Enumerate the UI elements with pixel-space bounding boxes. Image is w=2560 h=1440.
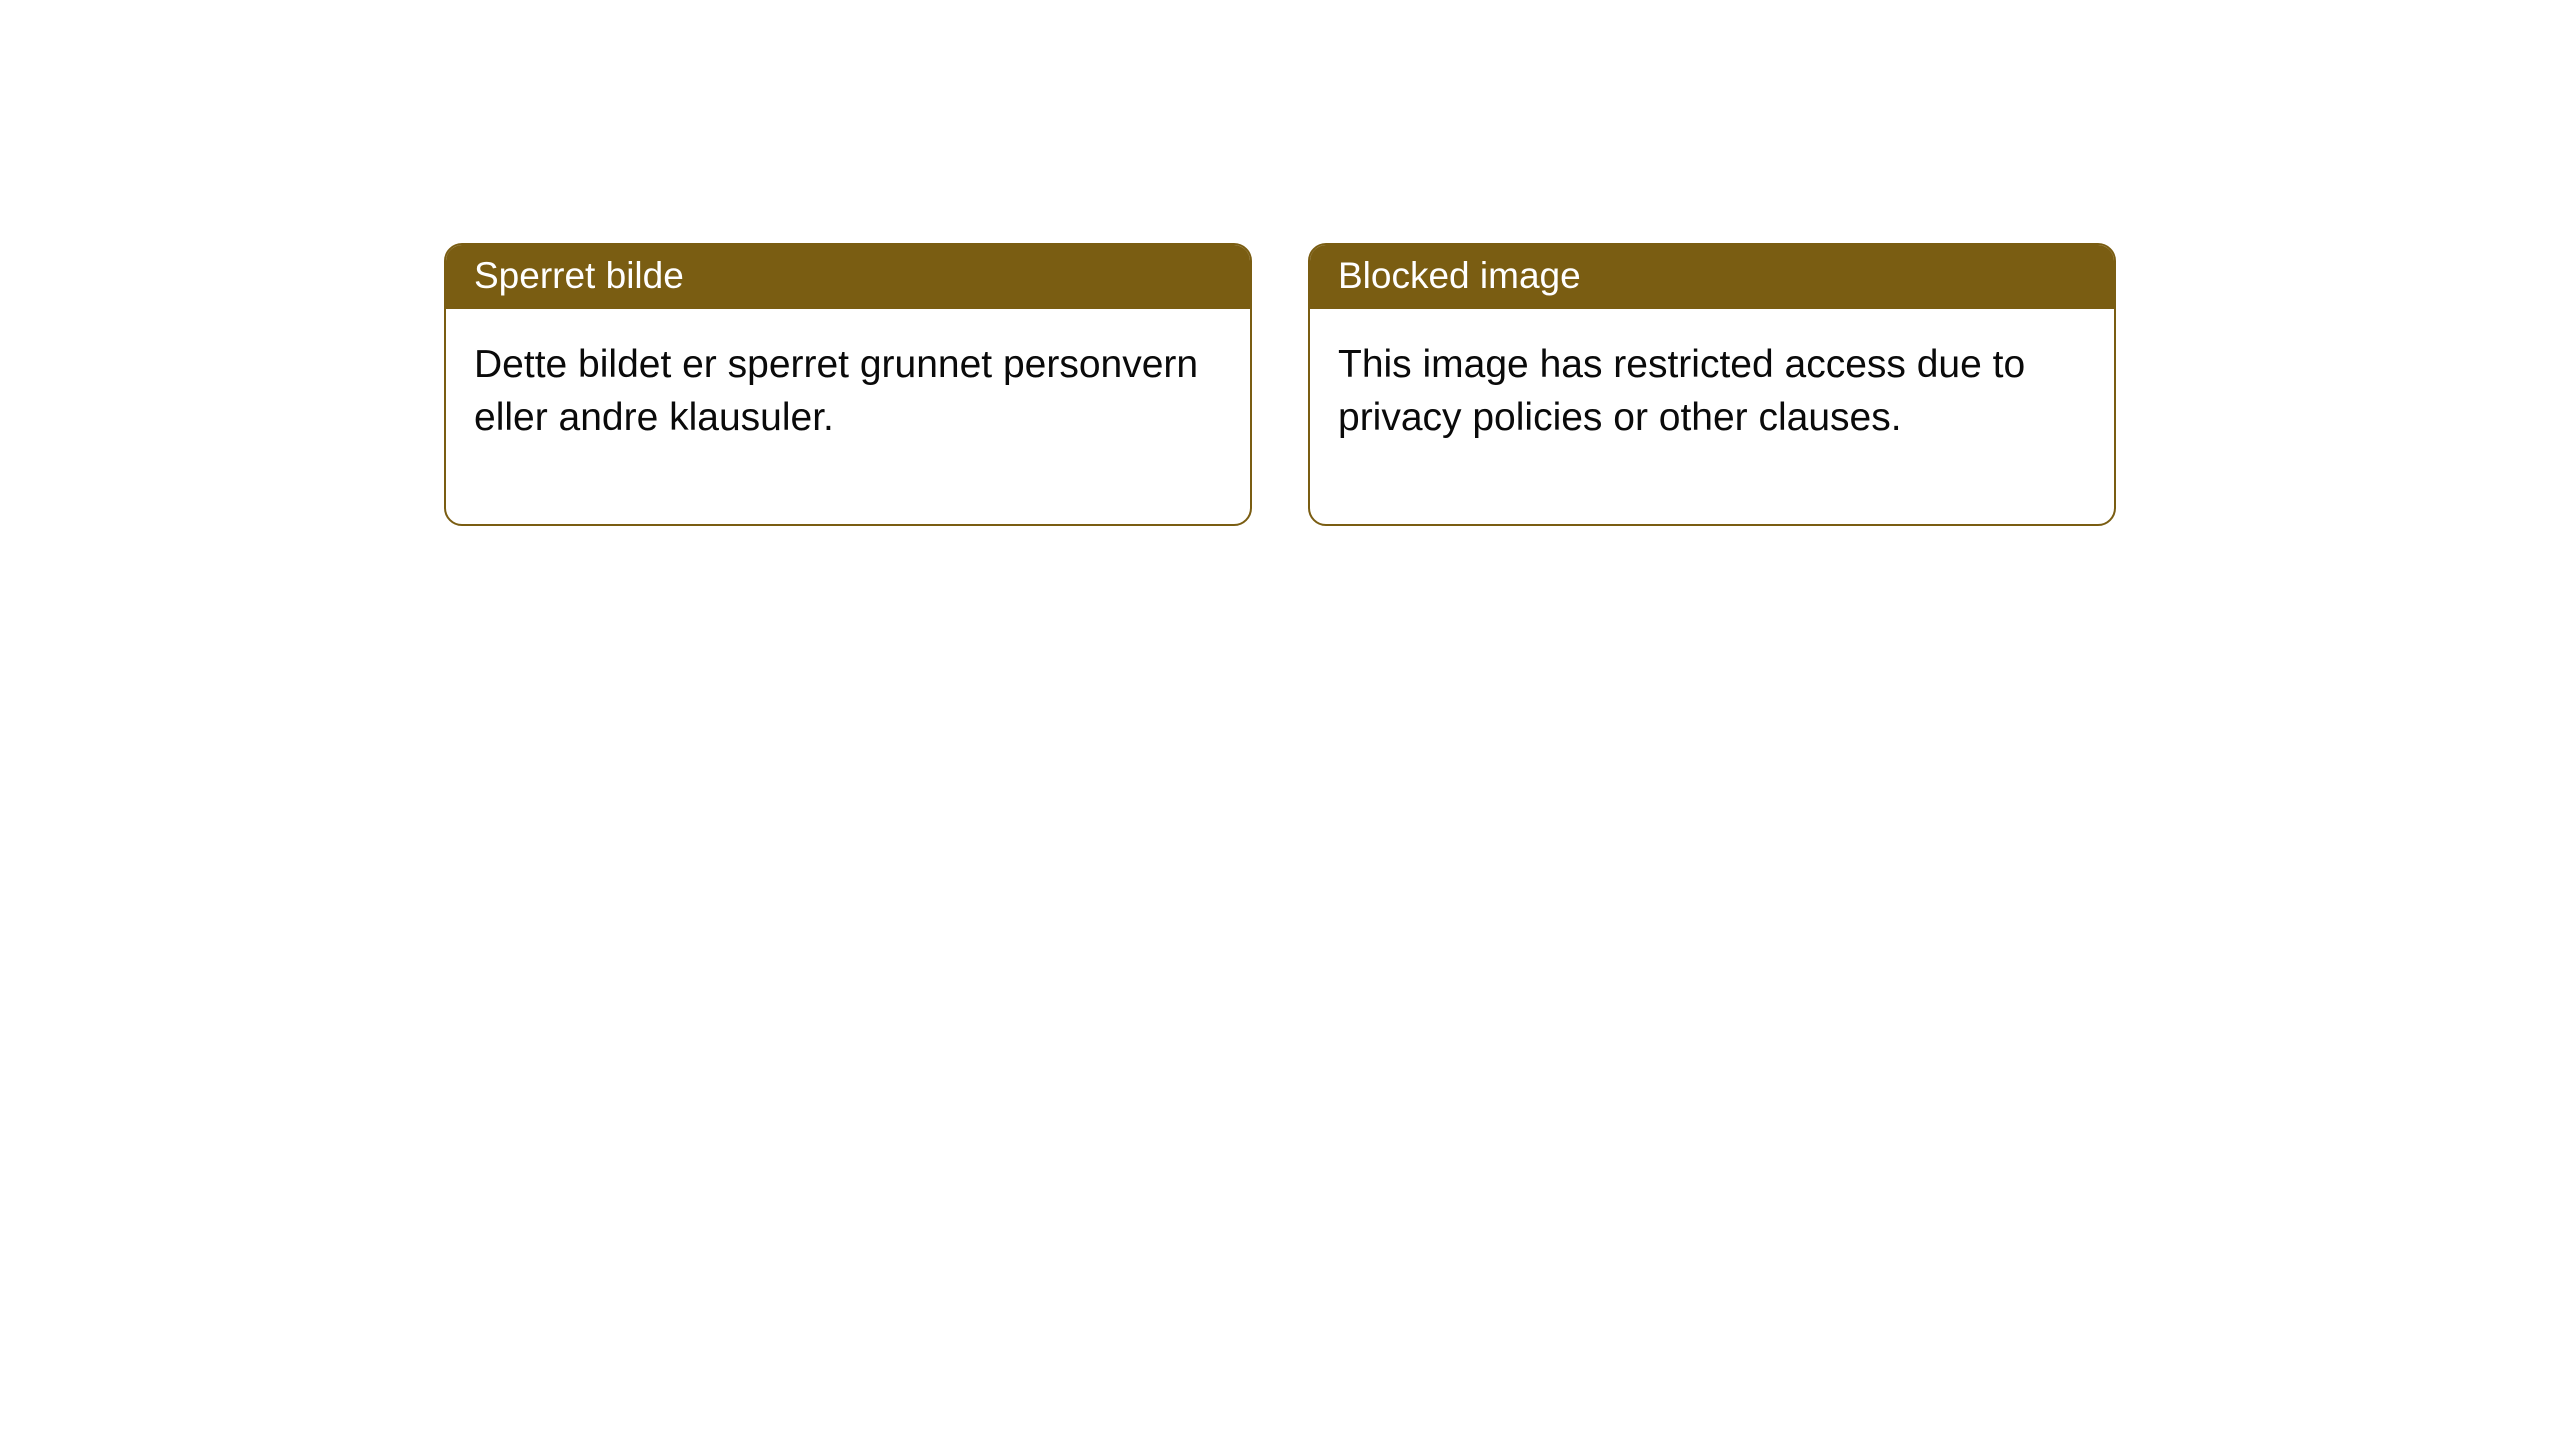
notice-title: Sperret bilde (446, 245, 1250, 309)
notice-container: Sperret bilde Dette bildet er sperret gr… (0, 0, 2560, 526)
notice-card-english: Blocked image This image has restricted … (1308, 243, 2116, 526)
notice-body: Dette bildet er sperret grunnet personve… (446, 309, 1250, 524)
notice-title: Blocked image (1310, 245, 2114, 309)
notice-body: This image has restricted access due to … (1310, 309, 2114, 524)
notice-card-norwegian: Sperret bilde Dette bildet er sperret gr… (444, 243, 1252, 526)
